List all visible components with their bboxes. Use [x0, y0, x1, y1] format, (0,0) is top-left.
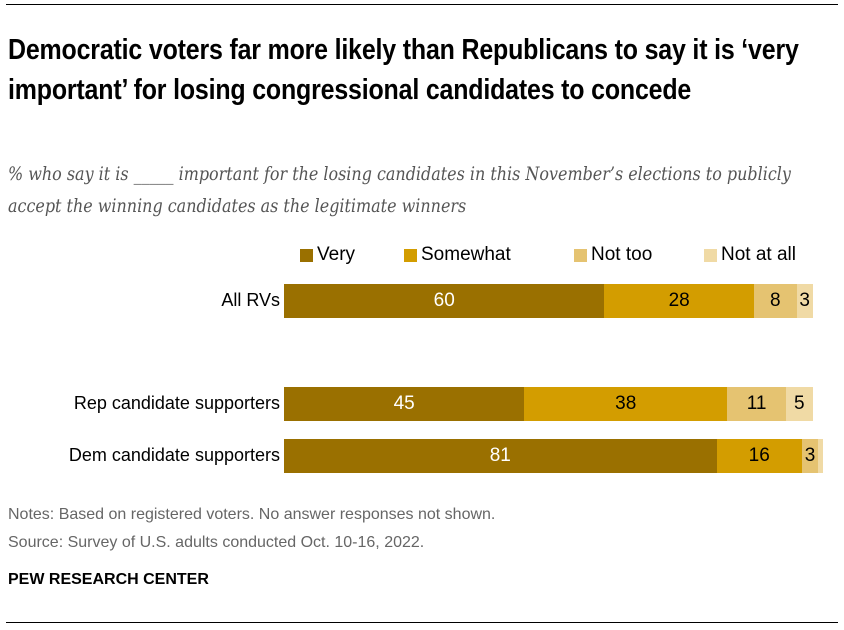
data-label: 5	[794, 393, 805, 414]
legend-swatch	[300, 248, 313, 262]
chart-title: Democratic voters far more likely than R…	[8, 34, 799, 106]
chart-subtitle: % who say it is _____ important for the …	[8, 158, 791, 222]
data-label: 28	[668, 290, 690, 311]
notes: Notes: Based on registered voters. No an…	[8, 506, 496, 523]
legend-swatch	[404, 248, 417, 262]
bar-segment-somewhat: 38	[524, 387, 728, 421]
legend-label: Not too	[591, 244, 653, 265]
legend-swatch	[704, 248, 717, 262]
bar-segment-very: 81	[284, 439, 717, 473]
data-label: 45	[393, 393, 415, 414]
bar-segment-very: 45	[284, 387, 525, 421]
bar-segment-not-too: 8	[753, 284, 797, 318]
legend-swatch	[574, 248, 587, 262]
data-label: 38	[615, 393, 637, 414]
bar-segment-not-at-all: 5	[785, 387, 813, 421]
subtitle-text: % who say it is _____ important for the …	[8, 163, 791, 217]
data-label: 60	[433, 290, 455, 311]
category-label: Dem candidate supporters	[68, 445, 280, 465]
legend-label: Somewhat	[421, 244, 511, 265]
bar-segment-very: 60	[284, 284, 605, 318]
bar-segment-not-at-all	[818, 439, 824, 473]
bottom-rule	[6, 622, 838, 623]
legend-label: Very	[317, 244, 356, 265]
data-label: 3	[799, 290, 810, 311]
legend-label: Not at all	[721, 244, 796, 265]
data-label: 81	[489, 445, 511, 466]
data-label: 11	[746, 393, 767, 414]
legend-item-somewhat: Somewhat	[404, 244, 511, 266]
data-label: 3	[804, 445, 816, 466]
bar-segment-not-too: 3	[801, 439, 818, 473]
brand-logo: PEW RESEARCH CENTER	[8, 571, 209, 588]
legend-item-not-too: Not too	[574, 244, 652, 266]
bar-segment-somewhat: 16	[716, 439, 802, 473]
legend-item-not-at-all: Not at all	[704, 244, 796, 266]
bar-segment-not-too: 11	[727, 387, 786, 421]
top-rule	[6, 4, 838, 5]
bar-segment-somewhat: 28	[604, 284, 754, 318]
legend-item-very: Very	[300, 244, 355, 266]
source: Source: Survey of U.S. adults conducted …	[8, 534, 425, 551]
data-label: 16	[748, 445, 770, 466]
data-label: 8	[769, 290, 781, 311]
category-label: Rep candidate supporters	[73, 393, 280, 413]
bar-segment-not-at-all: 3	[796, 284, 813, 318]
category-label: All RVs	[221, 290, 280, 310]
